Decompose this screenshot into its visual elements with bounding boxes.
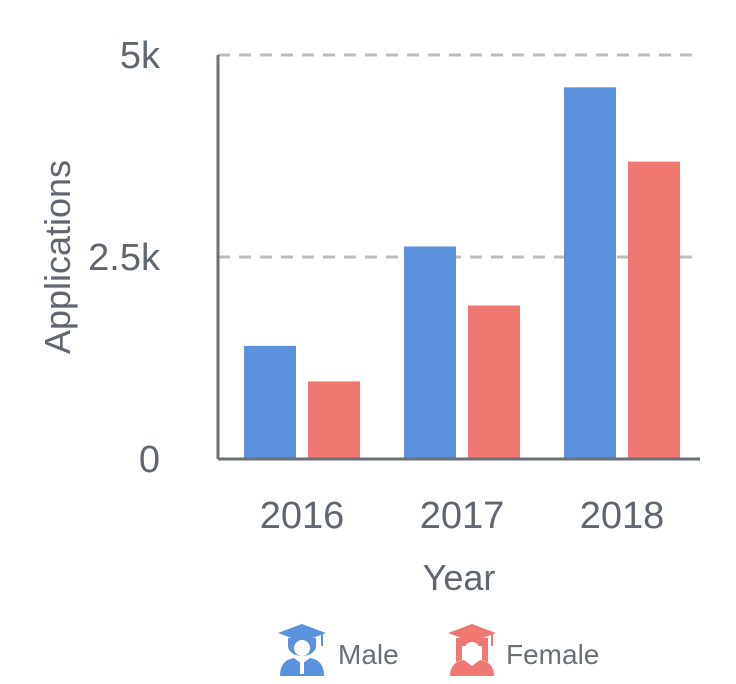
axes — [216, 55, 700, 461]
female-graduate-icon — [448, 624, 496, 676]
legend-label-female: Female — [506, 639, 599, 670]
x-axis-title: Year — [423, 557, 496, 598]
bar-male-2016 — [244, 345, 296, 459]
legend-item-male: Male — [278, 624, 399, 676]
bar-female-2016 — [308, 381, 360, 459]
x-tick-label: 2018 — [580, 495, 665, 537]
bar-female-2018 — [628, 161, 680, 459]
x-tick-labels: 2016 2017 2018 — [260, 495, 665, 537]
legend: Male Female — [278, 624, 599, 676]
y-tick-labels: 0 2.5k 5k — [88, 35, 161, 481]
gridlines — [218, 53, 700, 259]
male-graduate-icon — [278, 624, 326, 676]
bars — [244, 87, 680, 459]
y-tick-label: 0 — [139, 439, 160, 481]
x-tick-label: 2017 — [420, 495, 505, 537]
y-tick-label: 5k — [120, 35, 161, 77]
y-tick-label: 2.5k — [88, 237, 161, 279]
x-tick-label: 2016 — [260, 495, 345, 537]
legend-item-female: Female — [448, 624, 599, 676]
legend-label-male: Male — [338, 639, 399, 670]
bar-female-2017 — [468, 305, 520, 459]
bar-male-2017 — [404, 246, 456, 459]
y-axis-title: Applications — [37, 160, 78, 354]
bar-male-2018 — [564, 87, 616, 459]
